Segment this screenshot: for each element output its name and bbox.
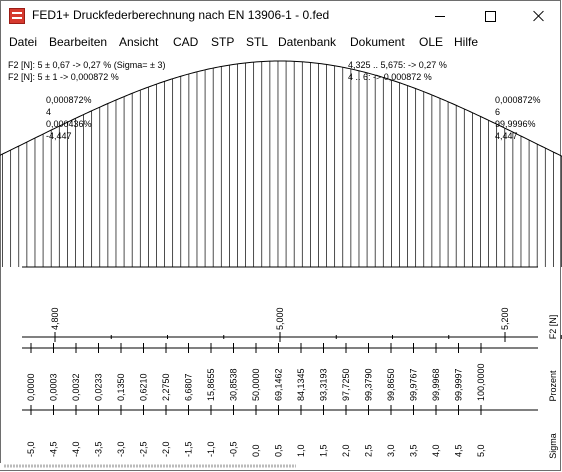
menu-ansicht[interactable]: Ansicht <box>119 35 159 49</box>
minimize-icon <box>435 15 445 17</box>
distribution-curve <box>0 60 562 157</box>
tolerance-text-sigma: F2 [N]: 5 ± 0,67 -> 0,27 % (Sigma= ± 3) <box>8 60 165 70</box>
axis-name-sigma: Sigma <box>548 433 558 459</box>
axis-name-f2: F2 [N] <box>548 315 558 340</box>
sigma-tick-label: 2,0 <box>341 444 351 457</box>
sigma-tick-label: 3,5 <box>409 444 419 457</box>
prozent-tick-label: 84,1345 <box>296 368 306 401</box>
prozent-tick-label: 97,7250 <box>341 368 351 401</box>
menu-stl[interactable]: STL <box>246 35 269 49</box>
prozent-tick-label: 0,6210 <box>139 373 149 401</box>
sigma-tick-label: -2,0 <box>161 441 171 457</box>
prozent-tick-label: 0,0003 <box>49 373 59 401</box>
prozent-tick-label: 100,0000 <box>476 363 486 401</box>
sigma-tick-label: 1,0 <box>296 444 306 457</box>
tolerance-text-1n: F2 [N]: 5 ± 1 -> 0,000872 % <box>8 72 119 82</box>
sigma-tick-label: -4,0 <box>71 441 81 457</box>
prozent-tick-label: 99,9767 <box>409 368 419 401</box>
sigma-tick-label: 0,5 <box>274 444 284 457</box>
title-bar[interactable]: FED1+ Druckfederberechnung nach EN 13906… <box>1 1 560 31</box>
f2-tick-label: 4,800 <box>50 307 60 330</box>
sigma-tick-label: 5,0 <box>476 444 486 457</box>
prozent-tick-label: 99,9997 <box>454 368 464 401</box>
range-text-1n: 4 .. 6: -> 0,000872 % <box>348 72 432 82</box>
menu-datei[interactable]: Datei <box>9 35 38 49</box>
axes-group: 4,2004,4004,6004,8005,0005,2005,4005,600… <box>22 307 562 457</box>
menu-dokument[interactable]: Dokument <box>350 35 405 49</box>
prozent-tick-label: 30,8538 <box>229 368 239 401</box>
menu-cad[interactable]: CAD <box>173 35 199 49</box>
right-marker-sigma: 4,447 <box>495 131 518 141</box>
window-title: FED1+ Druckfederberechnung nach EN 13906… <box>32 8 330 22</box>
prozent-tick-label: 0,0233 <box>94 373 104 401</box>
histogram-bars <box>0 60 562 268</box>
menu-datenbank[interactable]: Datenbank <box>278 35 337 49</box>
sigma-tick-label: -5,0 <box>26 441 36 457</box>
axis-name-prozent: Prozent <box>548 370 558 402</box>
prozent-tick-label: 99,3790 <box>364 368 374 401</box>
minimize-button[interactable] <box>417 1 463 31</box>
right-marker-value: 6 <box>495 107 500 117</box>
sigma-tick-label: -2,5 <box>139 441 149 457</box>
prozent-tick-label: 15,8655 <box>206 368 216 401</box>
sigma-tick-label: -0,5 <box>229 441 239 457</box>
prozent-tick-label: 50,0000 <box>251 368 261 401</box>
right-marker-cumulative: 99,9996% <box>495 119 536 129</box>
sigma-tick-label: 4,5 <box>454 444 464 457</box>
sigma-tick-label: 4,0 <box>431 444 441 457</box>
prozent-tick-label: 0,1350 <box>116 373 126 401</box>
prozent-tick-label: 69,1462 <box>274 368 284 401</box>
menu-hilfe[interactable]: Hilfe <box>454 35 479 49</box>
left-marker-sigma: -4,447 <box>46 131 72 141</box>
left-marker-cumulative: 0,000436% <box>46 119 92 129</box>
maximize-icon <box>484 10 496 22</box>
prozent-tick-label: 99,9968 <box>431 368 441 401</box>
left-marker-value: 4 <box>46 107 51 117</box>
maximize-button[interactable] <box>467 1 513 31</box>
prozent-tick-label: 6,6807 <box>184 373 194 401</box>
f2-tick-label: 5,000 <box>275 307 285 330</box>
right-marker-percent: 0,000872% <box>495 95 541 105</box>
sigma-tick-label: -4,5 <box>49 441 59 457</box>
prozent-tick-label: 93,3193 <box>319 368 329 401</box>
app-spring-icon[interactable] <box>9 8 25 24</box>
sigma-tick-label: 3,0 <box>386 444 396 457</box>
prozent-tick-label: 99,8650 <box>386 368 396 401</box>
sigma-tick-label: 0,0 <box>251 444 261 457</box>
range-text-sigma: 4,325 .. 5,675: -> 0,27 % <box>348 60 447 70</box>
sigma-tick-label: 1,5 <box>319 444 329 457</box>
menu-ole[interactable]: OLE <box>419 35 444 49</box>
menu-stp[interactable]: STP <box>211 35 235 49</box>
left-marker-percent: 0,000872% <box>46 95 92 105</box>
f2-tick-label: 5,200 <box>500 307 510 330</box>
prozent-tick-label: 2,2750 <box>161 373 171 401</box>
prozent-tick-label: 0,0032 <box>71 373 81 401</box>
sigma-tick-label: 2,5 <box>364 444 374 457</box>
menu-bearbeiten[interactable]: Bearbeiten <box>49 35 108 49</box>
sigma-tick-label: -3,0 <box>116 441 126 457</box>
menu-bar: Datei Bearbeiten Ansicht CAD STP STL Dat… <box>1 32 560 52</box>
sigma-tick-label: -1,0 <box>206 441 216 457</box>
sigma-tick-label: -1,5 <box>184 441 194 457</box>
sigma-tick-label: -3,5 <box>94 441 104 457</box>
prozent-tick-label: 0,0000 <box>26 373 36 401</box>
